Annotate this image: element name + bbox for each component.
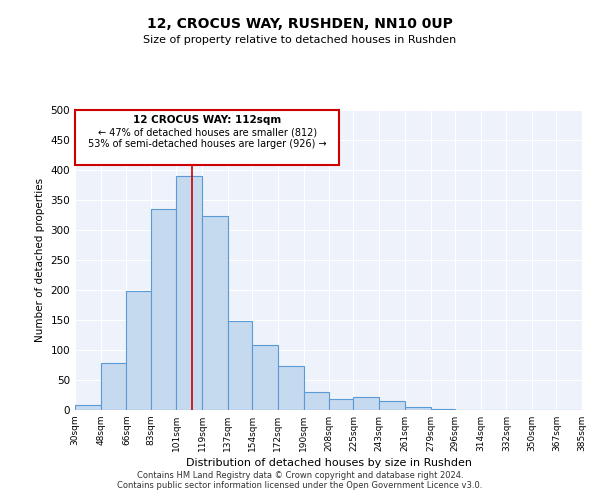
Bar <box>329 398 353 410</box>
Bar <box>202 216 228 410</box>
Bar <box>252 344 278 410</box>
Text: Size of property relative to detached houses in Rushden: Size of property relative to detached ho… <box>143 35 457 45</box>
Bar <box>353 398 379 410</box>
Bar <box>151 209 176 410</box>
Bar <box>127 291 151 410</box>
Bar <box>176 176 202 410</box>
Bar <box>101 363 127 410</box>
Text: Contains HM Land Registry data © Crown copyright and database right 2024.
Contai: Contains HM Land Registry data © Crown c… <box>118 470 482 490</box>
Bar <box>379 401 405 410</box>
Bar <box>278 366 304 410</box>
Text: ← 47% of detached houses are smaller (812): ← 47% of detached houses are smaller (81… <box>98 128 317 138</box>
Text: 53% of semi-detached houses are larger (926) →: 53% of semi-detached houses are larger (… <box>88 139 326 149</box>
X-axis label: Distribution of detached houses by size in Rushden: Distribution of detached houses by size … <box>185 458 472 468</box>
Bar <box>75 405 101 410</box>
Bar <box>405 407 431 410</box>
Y-axis label: Number of detached properties: Number of detached properties <box>35 178 45 342</box>
Bar <box>304 392 329 410</box>
Bar <box>228 320 252 410</box>
Text: 12, CROCUS WAY, RUSHDEN, NN10 0UP: 12, CROCUS WAY, RUSHDEN, NN10 0UP <box>147 18 453 32</box>
FancyBboxPatch shape <box>75 110 339 165</box>
Text: 12 CROCUS WAY: 112sqm: 12 CROCUS WAY: 112sqm <box>133 115 281 125</box>
